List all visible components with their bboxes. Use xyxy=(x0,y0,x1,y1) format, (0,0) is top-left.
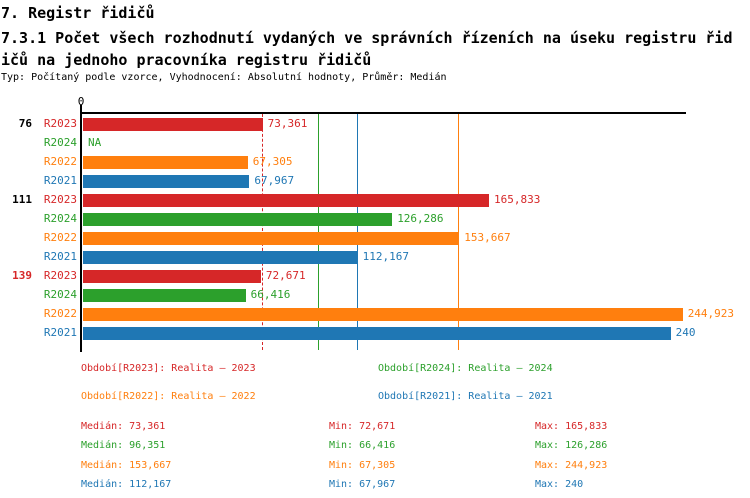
stat-median-r2024: Medián: 96,351 xyxy=(81,440,166,451)
bar-label-r2023: R2023 xyxy=(43,193,77,206)
bar-r2021-group-76[interactable] xyxy=(83,174,250,188)
bar-r2021-group-111[interactable] xyxy=(83,250,358,264)
bar-label-r2021: R2021 xyxy=(43,174,77,187)
bar-value-r2024-group-139: 66,416 xyxy=(250,288,291,301)
bar-value-r2023-group-76: 73,361 xyxy=(267,117,308,130)
stat-min-r2021: Min: 67,967 xyxy=(329,479,396,490)
stat-median-r2022: Medián: 153,667 xyxy=(81,460,172,471)
bar-label-r2022: R2022 xyxy=(43,231,77,244)
bar-value-r2023-group-111: 165,833 xyxy=(494,193,541,206)
bar-value-r2022-group-111: 153,667 xyxy=(464,231,511,244)
y-axis-line xyxy=(80,105,82,352)
bar-value-r2024-group-111: 126,286 xyxy=(397,212,444,225)
x-axis-line xyxy=(80,112,686,114)
stat-median-r2021: Medián: 112,167 xyxy=(81,479,172,490)
bar-label-r2022: R2022 xyxy=(43,307,77,320)
legend-item-r2022: Období[R2022]: Realita – 2022 xyxy=(81,391,256,402)
group-label-76: 76 xyxy=(18,117,32,130)
stat-min-r2024: Min: 66,416 xyxy=(329,440,396,451)
stat-min-r2022: Min: 67,305 xyxy=(329,460,396,471)
bar-r2022-group-76[interactable] xyxy=(83,155,248,169)
page-title: 7. Registr řidičů xyxy=(1,4,155,22)
stat-max-r2022: Max: 244,923 xyxy=(535,460,608,471)
bar-r2022-group-111[interactable] xyxy=(83,231,460,245)
bar-label-r2023: R2023 xyxy=(43,269,77,282)
bar-r2021-group-139[interactable] xyxy=(83,326,671,340)
stat-max-r2021: Max: 240 xyxy=(535,479,584,490)
bar-label-r2023: R2023 xyxy=(43,117,77,130)
chart-meta-line: Typ: Počítaný podle vzorce, Vyhodnocení:… xyxy=(1,72,447,83)
bar-label-r2022: R2022 xyxy=(43,155,77,168)
bar-label-r2021: R2021 xyxy=(43,326,77,339)
bar-label-r2024: R2024 xyxy=(43,136,77,149)
bar-label-r2024: R2024 xyxy=(43,212,77,225)
legend-item-r2024: Období[R2024]: Realita – 2024 xyxy=(378,363,553,374)
bar-r2022-group-139[interactable] xyxy=(83,307,683,321)
bar-value-r2022-group-76: 67,305 xyxy=(252,155,293,168)
bar-r2023-group-76[interactable] xyxy=(83,117,263,131)
bar-label-r2021: R2021 xyxy=(43,250,77,263)
bar-r2024-group-139[interactable] xyxy=(83,288,246,302)
legend-item-r2021: Období[R2021]: Realita – 2021 xyxy=(378,391,553,402)
stat-max-r2024: Max: 126,286 xyxy=(535,440,608,451)
bar-value-r2021-group-111: 112,167 xyxy=(362,250,409,263)
bar-r2023-group-139[interactable] xyxy=(83,269,261,283)
bar-r2023-group-111[interactable] xyxy=(83,193,489,207)
chart-subtitle-line2: ičů na jednoho pracovníka registru řidič… xyxy=(1,51,372,69)
group-label-139: 139 xyxy=(12,269,32,282)
legend-item-r2023: Období[R2023]: Realita – 2023 xyxy=(81,363,256,374)
stat-max-r2023: Max: 165,833 xyxy=(535,421,608,432)
stat-min-r2023: Min: 72,671 xyxy=(329,421,396,432)
bar-r2024-group-111[interactable] xyxy=(83,212,393,226)
bar-value-r2023-group-139: 72,671 xyxy=(265,269,306,282)
bar-label-r2024: R2024 xyxy=(43,288,77,301)
stat-median-r2023: Medián: 73,361 xyxy=(81,421,166,432)
bar-value-r2021-group-139: 240 xyxy=(675,326,696,339)
bar-value-r2024-group-76: NA xyxy=(88,136,102,149)
x-axis-zero-tick-label: 0 xyxy=(77,95,85,108)
group-label-111: 111 xyxy=(12,193,32,206)
chart-subtitle-line1: 7.3.1 Počet všech rozhodnutí vydaných ve… xyxy=(1,29,733,47)
bar-value-r2022-group-139: 244,923 xyxy=(687,307,735,320)
bar-value-r2021-group-76: 67,967 xyxy=(254,174,295,187)
